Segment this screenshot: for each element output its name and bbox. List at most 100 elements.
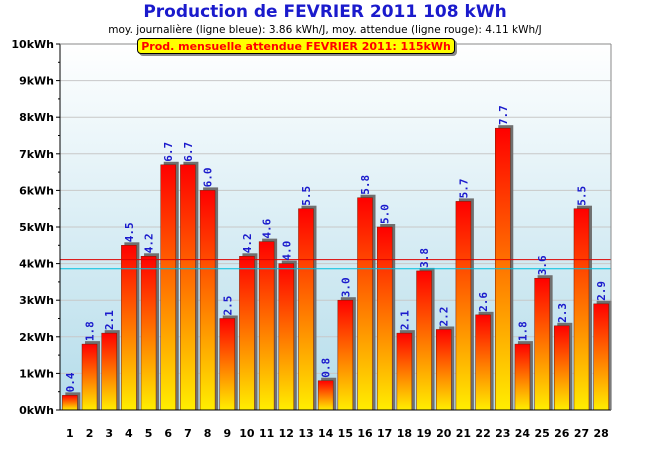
- y-tick-labels: 0kWh 1kWh 2kWh 3kWh 4kWh 5kWh 6kWh 7kWh 8kWh 9kWh…: [11, 38, 54, 417]
- value-label: 6.7: [182, 142, 195, 162]
- x-tick-label: 26: [554, 427, 570, 440]
- x-tick-label: 23: [495, 427, 510, 440]
- bar: [101, 332, 117, 411]
- value-label: 4.6: [261, 218, 274, 238]
- x-tick-label: 6: [164, 427, 172, 440]
- y-tick-label: 7kWh: [19, 148, 54, 161]
- value-label: 3.0: [339, 277, 352, 297]
- bar: [337, 299, 354, 411]
- value-label: 2.6: [477, 292, 490, 312]
- x-tick-label: 19: [416, 427, 431, 440]
- value-label: 1.8: [516, 321, 529, 341]
- bar: [435, 329, 452, 411]
- value-label: 3.8: [418, 248, 431, 268]
- value-label: 2.1: [103, 310, 116, 330]
- value-label: 1.8: [84, 321, 97, 341]
- value-label: 0.8: [320, 358, 333, 378]
- bar: [593, 303, 609, 411]
- bar: [317, 380, 334, 411]
- value-label: 5.5: [300, 186, 313, 206]
- y-tick-label: 10kWh: [11, 38, 54, 51]
- value-label: 0.4: [64, 372, 77, 392]
- x-tick-label: 4: [125, 427, 133, 440]
- y-tick-label: 1kWh: [19, 367, 54, 380]
- x-tick-label: 17: [377, 427, 392, 440]
- x-tick-label: 9: [223, 427, 231, 440]
- bar: [298, 208, 314, 411]
- chart-title: Production de FEVRIER 2011 108 kWh: [143, 2, 507, 22]
- bar: [81, 343, 98, 411]
- y-tick-label: 4kWh: [19, 258, 54, 271]
- x-tick-label: 22: [475, 427, 490, 440]
- x-tick-label: 28: [594, 427, 609, 440]
- expected-production-badge: Prod. mensuelle attendue FEVRIER 2011: 1…: [137, 38, 455, 54]
- bar: [514, 343, 531, 411]
- value-label: 5.5: [575, 186, 588, 206]
- reference-lines: [60, 259, 611, 270]
- x-tick-label: 20: [436, 427, 452, 440]
- y-tick-label: 0kWh: [19, 404, 54, 417]
- x-tick-label: 21: [456, 427, 471, 440]
- x-tick-label: 2: [86, 427, 94, 440]
- value-label: 2.9: [595, 281, 608, 301]
- bar: [62, 395, 78, 411]
- value-label: 2.2: [438, 307, 451, 327]
- x-tick-label: 24: [515, 427, 531, 440]
- bar: [416, 270, 432, 411]
- value-label: 4.0: [280, 241, 293, 261]
- bar: [239, 256, 255, 411]
- x-tick-label: 15: [338, 427, 353, 440]
- y-tick-label: 6kWh: [19, 184, 54, 197]
- bar: [475, 314, 491, 411]
- bar: [554, 325, 570, 411]
- bar: [160, 164, 176, 411]
- bar: [357, 197, 373, 411]
- x-tick-label: 10: [239, 427, 255, 440]
- x-tick-label: 11: [259, 427, 274, 440]
- bar: [180, 164, 196, 411]
- value-label: 2.3: [556, 303, 569, 323]
- value-label: 6.7: [162, 142, 175, 162]
- bar: [258, 241, 275, 411]
- y-tick-label: 2kWh: [19, 331, 54, 344]
- bars: [62, 125, 612, 411]
- x-tick-label: 5: [145, 427, 153, 440]
- value-label: 4.5: [123, 222, 136, 242]
- bar: [455, 201, 472, 411]
- bar: [396, 332, 413, 411]
- bar: [573, 208, 590, 411]
- value-label: 4.2: [241, 233, 254, 253]
- x-tick-label: 1: [66, 427, 74, 440]
- value-label: 2.1: [398, 310, 411, 330]
- value-label: 3.6: [536, 255, 549, 275]
- x-tick-label: 27: [574, 427, 589, 440]
- value-label: 7.7: [497, 105, 510, 125]
- bar: [140, 256, 157, 411]
- value-label: 4.2: [143, 233, 156, 253]
- x-tick-label: 16: [357, 427, 373, 440]
- bar: [199, 190, 216, 411]
- x-tick-label: 8: [204, 427, 212, 440]
- value-labels: 0.4 1.8 2.1 4.5 4.2 6.7 6.7 6.0 2.5 4.2 4.6 4.0 5.5 0…: [64, 105, 608, 392]
- y-tick-label: 3kWh: [19, 294, 54, 307]
- x-tick-label: 14: [318, 427, 334, 440]
- bar: [534, 277, 550, 411]
- x-tick-label: 18: [397, 427, 412, 440]
- x-tick-labels: 1 2 3 4 5 6 7 8 9 10 11 12 13 14 15 16 17 18 19 20 21 22 23 24 2…: [66, 427, 609, 440]
- value-label: 5.7: [457, 179, 470, 199]
- value-label: 6.0: [202, 168, 215, 188]
- value-label: 2.5: [221, 296, 234, 316]
- bar: [278, 263, 295, 411]
- y-tick-label: 8kWh: [19, 111, 54, 124]
- chart-subtitle: moy. journalière (ligne bleue): 3.86 kWh…: [108, 24, 542, 36]
- value-label: 5.8: [359, 175, 372, 195]
- x-tick-label: 13: [298, 427, 313, 440]
- value-label: 5.0: [379, 204, 392, 224]
- bar: [121, 245, 137, 411]
- x-tick-label: 12: [279, 427, 294, 440]
- bar: [376, 226, 393, 411]
- y-tick-label: 5kWh: [19, 221, 54, 234]
- y-tick-label: 9kWh: [19, 75, 54, 88]
- x-tick-label: 25: [534, 427, 549, 440]
